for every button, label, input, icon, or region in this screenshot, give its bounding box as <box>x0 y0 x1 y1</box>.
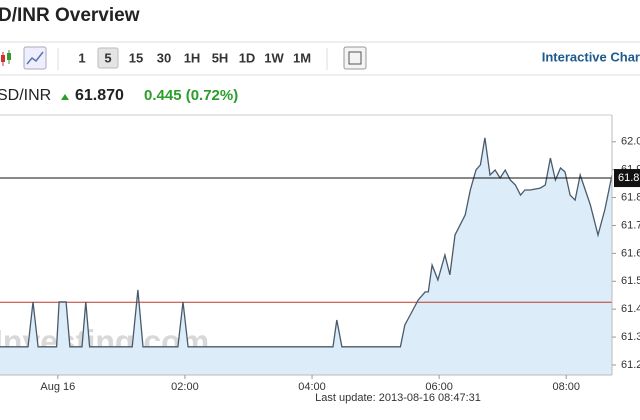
price: 61.870 <box>75 87 124 104</box>
y-tick-label: 61.8 <box>621 191 640 203</box>
y-tick-label: 62.0 <box>621 136 640 148</box>
line-icon-glyph <box>26 51 44 65</box>
title: D/INR Overview <box>0 5 140 26</box>
interval-button[interactable]: 30 <box>157 50 171 65</box>
settings-icon[interactable] <box>343 46 367 70</box>
x-tick-label: 08:00 <box>552 381 580 393</box>
interval-button[interactable]: 5 <box>104 50 111 65</box>
interval-button[interactable]: 1M <box>293 50 311 65</box>
interval-button[interactable]: 1 <box>78 50 85 65</box>
x-tick-label: Aug 16 <box>40 381 75 393</box>
up-arrow <box>61 94 69 100</box>
y-tick-label: 61.4 <box>621 303 640 315</box>
current-price-label: 61.870 <box>618 172 640 184</box>
current-price-box <box>614 169 640 188</box>
symbol: SD/INR <box>0 87 51 104</box>
settings-glyph <box>348 51 362 65</box>
y-tick-label: 61.6 <box>621 247 640 259</box>
line-icon[interactable] <box>23 46 47 70</box>
y-tick-label: 61.5 <box>621 275 640 287</box>
candle-icon[interactable] <box>1 50 11 66</box>
interval-button[interactable]: 15 <box>129 50 143 65</box>
interval-button[interactable]: 5H <box>212 50 229 65</box>
interval-button[interactable]: 1W <box>264 50 284 65</box>
interactive-link[interactable]: Interactive Char <box>542 49 640 64</box>
x-tick-label: 04:00 <box>298 381 326 393</box>
last-update: Last update: 2013-08-16 08:47:31 <box>315 392 481 404</box>
x-tick-label: 06:00 <box>425 381 453 393</box>
change: 0.445 (0.72%) <box>144 87 238 104</box>
x-tick-label: 02:00 <box>171 381 199 393</box>
interval-button[interactable]: 1H <box>184 50 201 65</box>
interval-button[interactable]: 1D <box>239 50 256 65</box>
area-fill <box>0 137 612 375</box>
interval-selected[interactable] <box>97 47 119 69</box>
y-tick-label: 61.7 <box>621 219 640 231</box>
y-tick-label: 61.3 <box>621 331 640 343</box>
y-tick-label: 61.2 <box>621 359 640 371</box>
